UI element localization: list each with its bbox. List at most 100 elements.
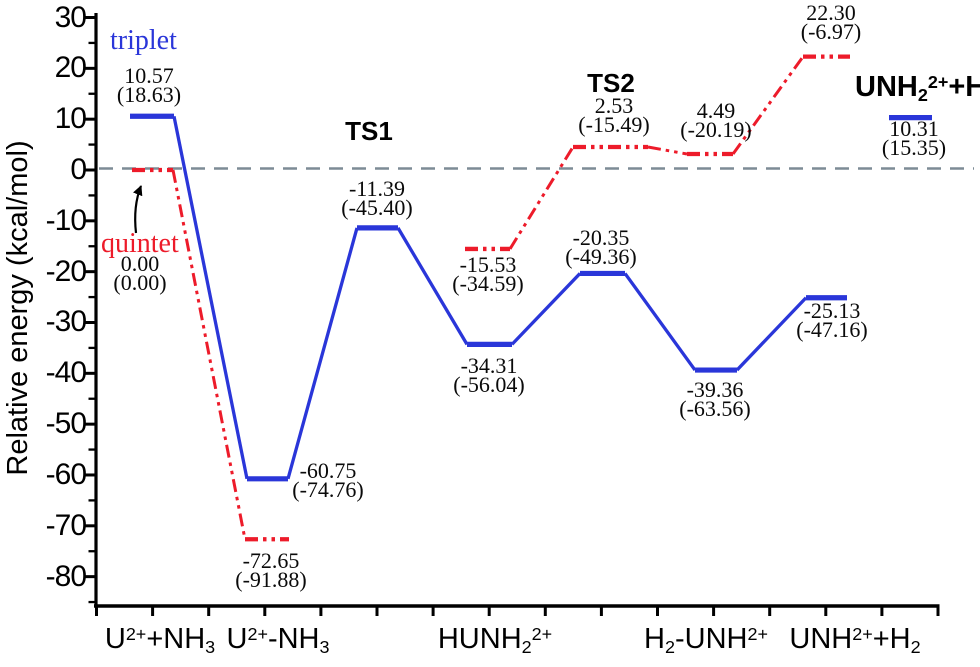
series-group	[130, 54, 932, 542]
triplet-connector	[396, 227, 469, 346]
triplet-series-label: triplet	[110, 25, 177, 56]
superscript-text: 2+	[747, 624, 768, 645]
level-label-quintet: 22.30 (-6.97)	[761, 0, 901, 44]
level-value: 22.30	[806, 0, 856, 25]
quintet-connector	[508, 146, 575, 250]
y-tick-label: -60	[45, 457, 87, 491]
axes-group	[83, 13, 974, 616]
y-tick-label: 10	[54, 102, 87, 136]
superscript-text: 2+	[531, 624, 553, 645]
level-label-triplet: -60.75 (-74.76)	[258, 458, 398, 502]
level-alt-value: (-56.04)	[453, 372, 525, 397]
level-label-triplet: -20.35 (-49.36)	[531, 225, 671, 269]
level-label-quintet: 0.00 (0.00)	[70, 251, 210, 295]
subscript-text: 2	[917, 85, 928, 106]
level-label-triplet: -34.31 (-56.04)	[419, 353, 559, 397]
quintet-connector	[647, 145, 688, 156]
y-tick-label: -50	[45, 407, 87, 441]
formula-text: -UNH	[674, 623, 748, 655]
formula-text: HUNH	[437, 623, 522, 655]
level-alt-value: (0.00)	[113, 270, 167, 295]
level-label-quintet: -72.65 (-91.88)	[201, 548, 341, 592]
level-alt-value: (-15.49)	[578, 112, 650, 137]
level-value: 4.49	[696, 98, 736, 123]
y-tick-label: 20	[54, 51, 87, 85]
level-value: -72.65	[242, 548, 300, 573]
level-alt-value: (-47.16)	[796, 317, 868, 342]
level-value: 0.00	[120, 251, 160, 276]
formula-text: U	[104, 623, 126, 655]
superscript-text: 2+	[247, 624, 268, 645]
quintet-series-label: quintet	[101, 228, 179, 259]
y-tick-label: -40	[45, 356, 87, 390]
product-channel-label: UNH22++H	[855, 71, 980, 106]
triplet-connector	[286, 227, 359, 480]
superscript-text: 2+	[927, 72, 949, 93]
formula-text: UNH	[855, 71, 918, 103]
y-tick-label: -10	[45, 203, 87, 237]
formula-text: UNH	[789, 623, 853, 655]
superscript-text: 2+	[852, 624, 873, 645]
level-label-triplet: -11.39 (-45.40)	[307, 176, 447, 220]
triplet-connector	[172, 115, 249, 480]
level-value: -20.35	[572, 225, 630, 250]
x-axis-label: HUNH22+	[437, 623, 553, 658]
subscript-text: 3	[205, 637, 216, 658]
level-label-quintet: 4.49 (-20.19)	[646, 98, 786, 142]
level-value: -15.53	[459, 252, 517, 277]
ts1-label: TS1	[345, 116, 393, 146]
level-value: 10.57	[124, 63, 174, 88]
level-value: -34.31	[460, 353, 518, 378]
level-value: -60.75	[299, 458, 357, 483]
level-value: -25.13	[803, 298, 861, 323]
quintet-connector	[731, 55, 805, 155]
y-tick-label: 0	[70, 153, 87, 186]
level-value: -11.39	[348, 176, 405, 201]
subscript-text: 2	[664, 637, 675, 658]
y-tick-label: 30	[54, 0, 87, 34]
level-label-quintet: 2.53 (-15.49)	[544, 93, 684, 137]
x-axis-label: U2++NH3	[104, 623, 216, 658]
triplet-connector	[735, 296, 808, 372]
subscript-text: 3	[319, 637, 330, 658]
formula-text: +NH	[146, 623, 206, 655]
formula-text: +H	[872, 623, 911, 655]
formula-text: +H	[948, 71, 980, 103]
level-alt-value: (-6.97)	[800, 19, 862, 44]
level-alt-value: (-63.56)	[679, 396, 751, 421]
level-alt-value: (-45.40)	[341, 195, 413, 220]
superscript-text: 2+	[125, 624, 147, 645]
level-alt-value: (-34.59)	[452, 271, 524, 296]
level-alt-value: (-91.88)	[235, 567, 307, 592]
level-value: 2.53	[594, 93, 634, 118]
quintet-connector	[171, 169, 247, 540]
x-axis-label: H2-UNH2+	[644, 623, 768, 658]
level-alt-value: (-20.19)	[680, 117, 752, 142]
level-label-triplet: 10.31 (15.35)	[844, 116, 980, 160]
formula-text: H	[644, 623, 665, 655]
formula-text: -NH	[267, 623, 320, 655]
y-tick-label: -70	[45, 508, 87, 542]
level-label-triplet: -39.36 (-63.56)	[645, 377, 785, 421]
x-axis-label: UNH2++H2	[789, 623, 921, 658]
level-alt-value: (-49.36)	[565, 244, 637, 269]
triplet-connector	[510, 272, 582, 346]
subscript-text: 2	[521, 637, 532, 658]
level-alt-value: (15.35)	[881, 135, 947, 160]
level-label-triplet: -25.13 (-47.16)	[762, 298, 902, 342]
level-label-quintet: -15.53 (-34.59)	[418, 252, 558, 296]
level-alt-value: (-74.76)	[292, 477, 364, 502]
formula-text: U	[226, 623, 248, 655]
y-tick-label: -20	[45, 254, 87, 288]
triplet-connector	[623, 272, 697, 372]
ts2-label: TS2	[587, 68, 635, 98]
y-tick-label: -30	[45, 305, 87, 339]
level-value: 10.31	[889, 116, 939, 141]
y-tick-label: -80	[45, 559, 87, 593]
subscript-text: 2	[910, 637, 921, 658]
level-alt-value: (18.63)	[116, 82, 182, 107]
level-value: -39.36	[686, 377, 744, 402]
x-axis-label: U2+-NH3	[226, 623, 330, 658]
